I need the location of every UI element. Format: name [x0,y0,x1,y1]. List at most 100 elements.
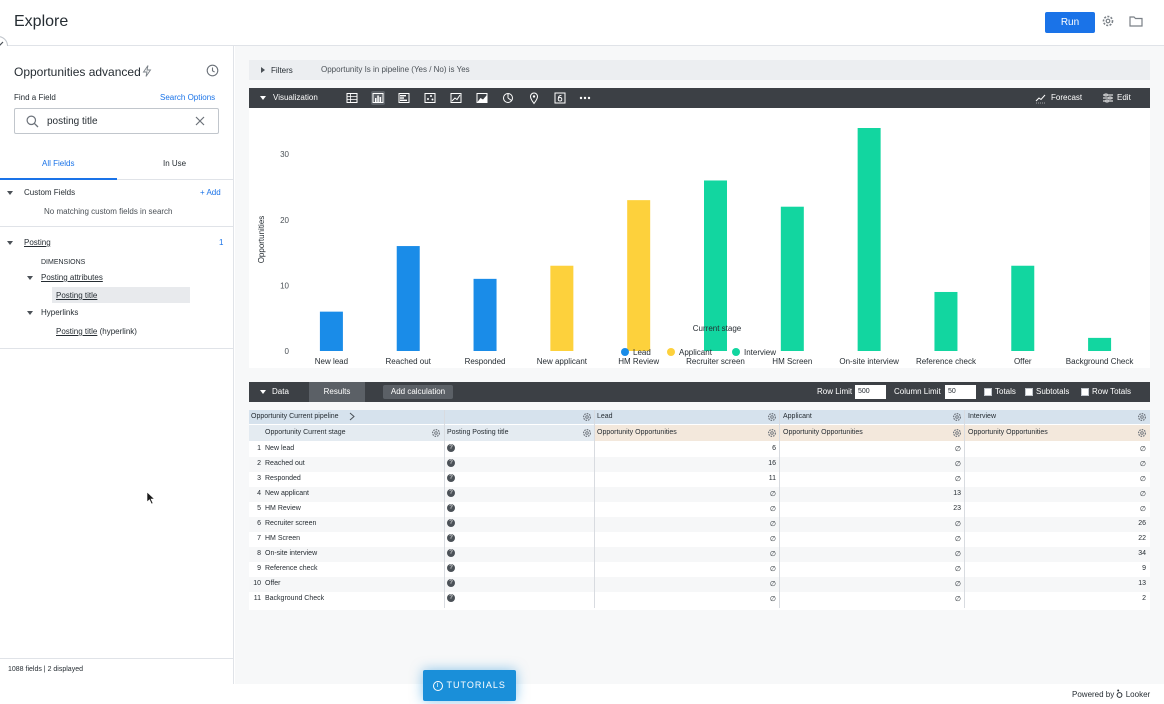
pivot-header[interactable]: Opportunity Current pipeline [251,413,339,420]
legend-item[interactable]: Interview [732,348,776,357]
interview-value-cell[interactable]: ∅ [1139,491,1146,498]
gear-icon[interactable] [952,412,962,422]
add-custom-field-link[interactable]: + Add [200,188,221,197]
stage-cell[interactable]: On-site interview [265,550,318,557]
chart-bar[interactable] [780,206,804,351]
interview-value-cell[interactable]: ∅ [1139,446,1146,453]
forecast-button[interactable]: Forecast [1051,93,1083,102]
gear-icon[interactable] [582,428,592,438]
visualization-label[interactable]: Visualization [273,93,318,102]
posting-attributes-group[interactable]: Posting attributes [41,273,103,282]
applicant-value-cell[interactable]: 23 [953,505,961,512]
stage-cell[interactable]: Recruiter screen [265,520,317,527]
interview-value-cell[interactable]: 26 [1138,520,1146,527]
chart-bar[interactable] [550,265,574,351]
interview-value-cell[interactable]: ∅ [1139,476,1146,483]
lead-value-cell[interactable]: ∅ [769,581,776,588]
posting-view[interactable]: Posting [24,238,51,247]
stage-cell[interactable]: Reached out [265,460,305,467]
applicant-value-cell[interactable]: ∅ [954,476,961,483]
lead-value-cell[interactable]: 16 [768,460,776,467]
applicant-value-cell[interactable]: ∅ [954,566,961,573]
applicant-value-cell[interactable]: ∅ [954,521,961,528]
stage-cell[interactable]: Responded [265,475,301,482]
column-header-stage[interactable]: Opportunity Current stage [265,429,346,436]
gear-icon[interactable] [952,428,962,438]
column-header-posting-title[interactable]: Posting Posting title [447,429,509,436]
search-options-link[interactable]: Search Options [160,93,216,102]
chart-bar[interactable] [473,278,497,351]
applicant-value-cell[interactable]: ∅ [954,446,961,453]
stage-cell[interactable]: HM Review [265,505,301,512]
lead-value-cell[interactable]: ∅ [769,506,776,513]
expand-triangle-icon[interactable] [27,276,33,280]
legend-item[interactable]: Applicant [667,348,712,357]
bar-chart-icon[interactable] [397,91,411,105]
field-posting-title-hyperlink[interactable]: Posting title (hyperlink) [56,327,137,336]
row-limit-input[interactable]: 500 [855,385,886,399]
column-limit-input[interactable]: 50 [945,385,976,399]
lead-value-cell[interactable]: ∅ [769,521,776,528]
chart-bar[interactable] [627,200,651,351]
collapse-triangle-icon[interactable] [260,390,266,394]
interview-value-cell[interactable]: 22 [1138,535,1146,542]
interview-value-cell[interactable]: 9 [1142,565,1146,572]
more-icon[interactable] [578,91,592,105]
gear-icon[interactable] [767,428,777,438]
expand-triangle-icon[interactable] [261,67,265,73]
applicant-value-cell[interactable]: 13 [953,490,961,497]
column-header-interview-opportunities[interactable]: Opportunity Opportunities [968,429,1048,436]
legend-item[interactable]: Lead [621,348,651,357]
line-chart-icon[interactable] [449,91,463,105]
lead-value-cell[interactable]: 11 [768,475,776,482]
table-icon[interactable] [345,91,359,105]
collapse-triangle-icon[interactable] [260,96,266,100]
history-icon[interactable] [206,64,219,80]
sliders-icon[interactable] [1102,92,1114,107]
row-totals-checkbox[interactable] [1081,388,1089,396]
stage-cell[interactable]: New applicant [265,490,309,497]
lead-value-cell[interactable]: ∅ [769,536,776,543]
lead-value-cell[interactable]: 6 [772,445,776,452]
single-value-icon[interactable] [553,91,567,105]
gear-icon[interactable] [1101,14,1117,30]
area-chart-icon[interactable] [475,91,489,105]
chart-bar[interactable] [1088,337,1112,351]
column-header-lead-opportunities[interactable]: Opportunity Opportunities [597,429,677,436]
lead-value-cell[interactable]: ∅ [769,491,776,498]
subtotals-checkbox[interactable] [1025,388,1033,396]
custom-fields-section[interactable]: Custom Fields [24,188,76,197]
forecast-icon[interactable] [1035,92,1047,107]
tab-in-use[interactable]: In Use [163,159,187,168]
applicant-value-cell[interactable]: ∅ [954,536,961,543]
stage-cell[interactable]: New lead [265,445,295,452]
chart-bar[interactable] [396,246,420,351]
edit-visualization-button[interactable]: Edit [1117,93,1131,102]
folder-icon[interactable] [1129,14,1145,30]
lead-value-cell[interactable]: ∅ [769,566,776,573]
gear-icon[interactable] [1137,428,1147,438]
interview-value-cell[interactable]: 13 [1138,580,1146,587]
data-label[interactable]: Data [272,387,289,396]
lightning-bolt-icon[interactable] [142,65,152,80]
stage-cell[interactable]: Background Check [265,595,325,602]
map-pin-icon[interactable] [527,91,541,105]
totals-checkbox[interactable] [984,388,992,396]
lead-value-cell[interactable]: ∅ [769,596,776,603]
chart-bar[interactable] [319,311,343,351]
chart-bar[interactable] [857,128,881,351]
chart-bar[interactable] [1011,265,1035,351]
scatter-icon[interactable] [423,91,437,105]
chart-bar[interactable] [704,180,727,351]
tutorials-button[interactable]: i TUTORIALS [423,670,516,701]
gear-icon[interactable] [1137,412,1147,422]
applicant-value-cell[interactable]: ∅ [954,461,961,468]
tab-all-fields[interactable]: All Fields [42,159,75,168]
interview-value-cell[interactable]: 2 [1142,595,1146,602]
interview-value-cell[interactable]: 34 [1138,550,1146,557]
hyperlinks-group[interactable]: Hyperlinks [41,308,79,317]
stage-cell[interactable]: Offer [265,580,281,587]
lead-value-cell[interactable]: ∅ [769,551,776,558]
gear-icon[interactable] [582,412,592,422]
applicant-value-cell[interactable]: ∅ [954,596,961,603]
